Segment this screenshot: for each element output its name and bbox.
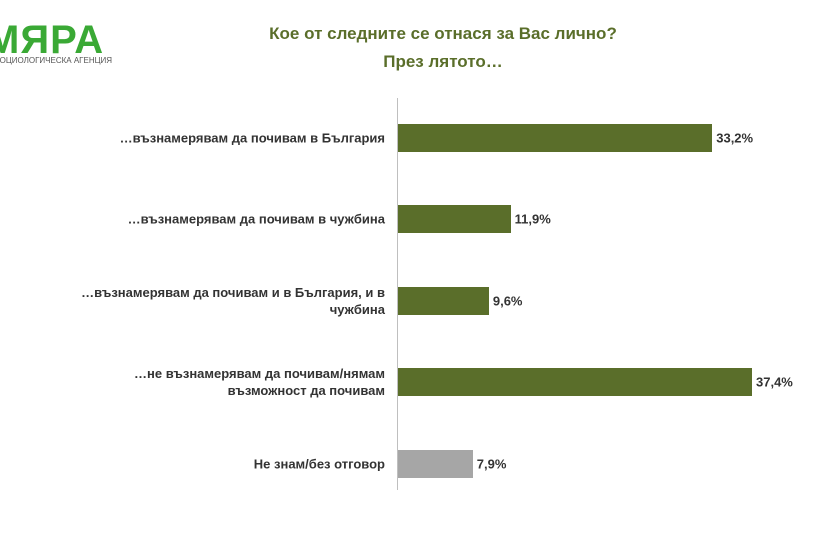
value-label: 7,9% xyxy=(476,456,507,472)
category-label: …възнамерявам да почивам в чужбина xyxy=(127,211,385,227)
value-label: 37,4% xyxy=(756,374,793,390)
category-label: …възнамерявам да почивам и в България, и… xyxy=(81,284,385,317)
bar xyxy=(398,286,489,315)
bar xyxy=(398,123,713,152)
logo-name: МЯРА xyxy=(0,18,105,62)
category-axis xyxy=(397,98,398,490)
category-label: …възнамерявам да почивам в България xyxy=(119,130,385,146)
bar xyxy=(398,205,511,234)
logo-tagline: СОЦИОЛОГИЧЕСКА АГЕНЦИЯ xyxy=(0,56,113,65)
category-label: …не възнамерявам да почивам/нямам възмож… xyxy=(134,366,385,399)
value-label: 11,9% xyxy=(514,211,551,227)
category-label: Не знам/без отговор xyxy=(253,456,385,472)
value-label: 9,6% xyxy=(492,293,523,309)
bar xyxy=(398,449,473,478)
chart-subtitle: През лятото… xyxy=(383,52,503,71)
value-label: 33,2% xyxy=(716,130,754,146)
bar xyxy=(398,368,752,397)
chart-title: Кое от следните се отнася за Вас лично? xyxy=(269,24,617,43)
